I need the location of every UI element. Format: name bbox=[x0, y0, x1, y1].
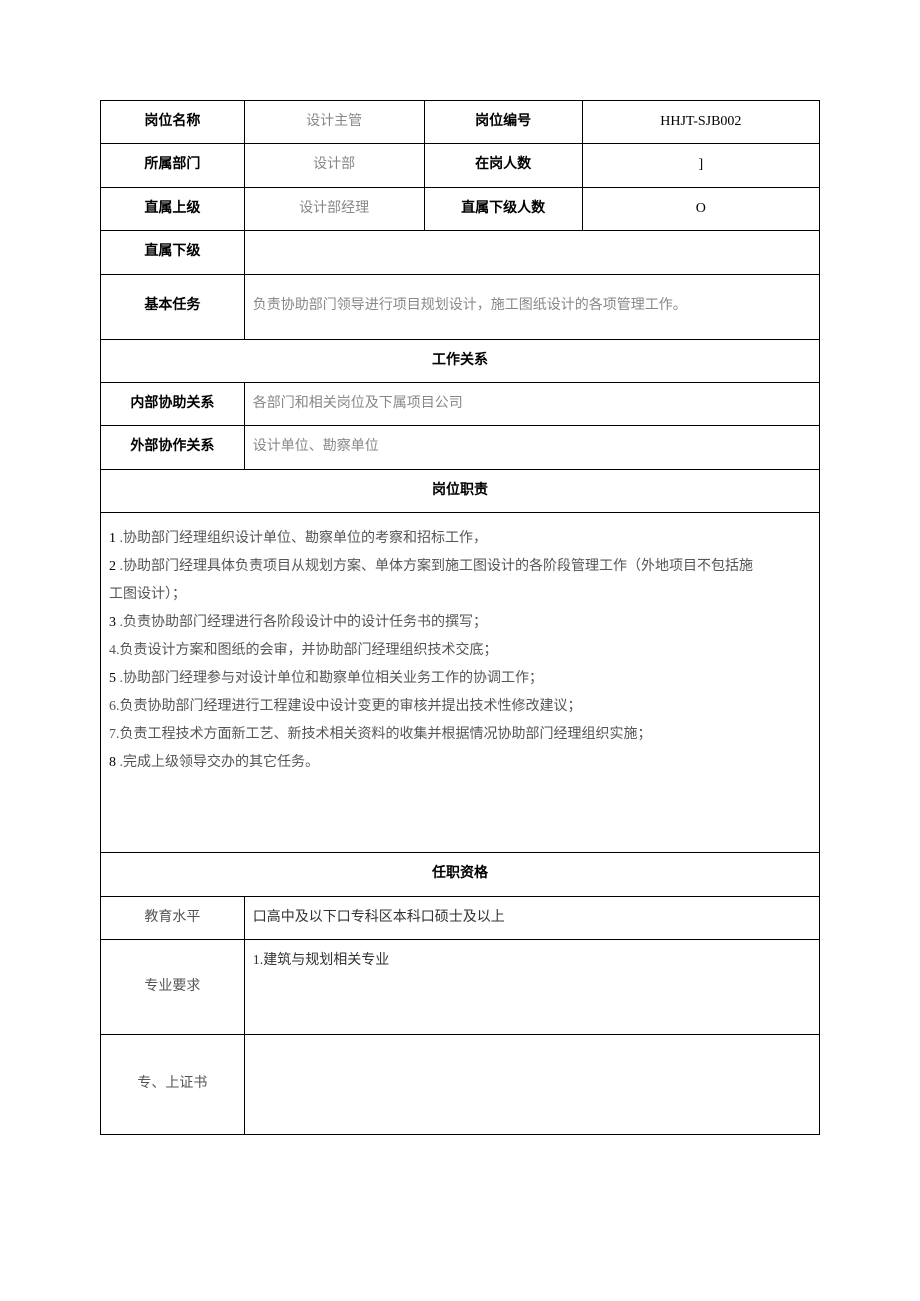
value-superior: 设计部经理 bbox=[244, 187, 424, 230]
value-certificate bbox=[244, 1034, 819, 1134]
duty-1-num: 1 bbox=[109, 531, 116, 546]
duty-2-num: 2 bbox=[109, 559, 116, 574]
label-subordinate: 直属下级 bbox=[101, 231, 245, 274]
duty-7-text: 7.负责工程技术方面新工艺、新技术相关资料的收集并根据情况协助部门经理组织实施； bbox=[109, 727, 652, 742]
label-basic-task: 基本任务 bbox=[101, 274, 245, 339]
label-work-relation: 工作关系 bbox=[101, 339, 820, 382]
duty-8-num: 8 bbox=[109, 755, 116, 770]
label-qualifications: 任职资格 bbox=[101, 853, 820, 896]
duty-5-num: 5 bbox=[109, 671, 116, 686]
job-description-table: 岗位名称 设计主管 岗位编号 HHJT-SJB002 所属部门 设计部 在岗人数… bbox=[100, 100, 820, 1135]
duties-content: 1 .协助部门经理组织设计单位、勘察单位的考察和招标工作， 2 .协助部门经理具… bbox=[101, 513, 820, 853]
value-major: 1.建筑与规划相关专业 bbox=[244, 939, 819, 1034]
value-internal-relation: 各部门和相关岗位及下属项目公司 bbox=[244, 382, 819, 425]
label-superior: 直属上级 bbox=[101, 187, 245, 230]
label-position-code: 岗位编号 bbox=[424, 101, 582, 144]
label-external-relation: 外部协作关系 bbox=[101, 426, 245, 469]
duty-5-text: .协助部门经理参与对设计单位和勘察单位相关业务工作的协调工作； bbox=[116, 671, 543, 686]
row-position-name: 岗位名称 设计主管 岗位编号 HHJT-SJB002 bbox=[101, 101, 820, 144]
value-external-relation: 设计单位、勘察单位 bbox=[244, 426, 819, 469]
row-qualifications-header: 任职资格 bbox=[101, 853, 820, 896]
duty-2-cont: 工图设计）； bbox=[109, 587, 186, 602]
value-subordinate bbox=[244, 231, 819, 274]
duty-2-text: .协助部门经理具体负责项目从规划方案、单体方案到施工图设计的各阶段管理工作（外地… bbox=[116, 559, 753, 574]
label-duties: 岗位职责 bbox=[101, 469, 820, 512]
value-basic-task: 负责协助部门领导进行项目规划设计，施工图纸设计的各项管理工作。 bbox=[244, 274, 819, 339]
row-work-relation-header: 工作关系 bbox=[101, 339, 820, 382]
row-subordinate: 直属下级 bbox=[101, 231, 820, 274]
duty-8-text: .完成上级领导交办的其它任务。 bbox=[116, 755, 319, 770]
label-internal-relation: 内部协助关系 bbox=[101, 382, 245, 425]
row-education: 教育水平 口高中及以下口专科区本科口硕士及以上 bbox=[101, 896, 820, 939]
duty-3-num: 3 bbox=[109, 615, 116, 630]
row-duties: 1 .协助部门经理组织设计单位、勘察单位的考察和招标工作， 2 .协助部门经理具… bbox=[101, 513, 820, 853]
duty-1-text: .协助部门经理组织设计单位、勘察单位的考察和招标工作， bbox=[116, 531, 487, 546]
duty-6-text: 6.负责协助部门经理进行工程建设中设计变更的审核并提出技术性修改建议； bbox=[109, 699, 582, 714]
value-department: 设计部 bbox=[244, 144, 424, 187]
row-superior: 直属上级 设计部经理 直属下级人数 O bbox=[101, 187, 820, 230]
row-external-relation: 外部协作关系 设计单位、勘察单位 bbox=[101, 426, 820, 469]
duty-4-text: 4.负责设计方案和图纸的会审，并协助部门经理组织技术交底； bbox=[109, 643, 498, 658]
row-department: 所属部门 设计部 在岗人数 ] bbox=[101, 144, 820, 187]
value-subordinate-count: O bbox=[582, 187, 819, 230]
label-major: 专业要求 bbox=[101, 939, 245, 1034]
row-basic-task: 基本任务 负责协助部门领导进行项目规划设计，施工图纸设计的各项管理工作。 bbox=[101, 274, 820, 339]
label-certificate: 专、上证书 bbox=[101, 1034, 245, 1134]
row-certificate: 专、上证书 bbox=[101, 1034, 820, 1134]
row-internal-relation: 内部协助关系 各部门和相关岗位及下属项目公司 bbox=[101, 382, 820, 425]
value-education: 口高中及以下口专科区本科口硕士及以上 bbox=[244, 896, 819, 939]
label-subordinate-count: 直属下级人数 bbox=[424, 187, 582, 230]
label-education: 教育水平 bbox=[101, 896, 245, 939]
row-major: 专业要求 1.建筑与规划相关专业 bbox=[101, 939, 820, 1034]
label-headcount: 在岗人数 bbox=[424, 144, 582, 187]
value-headcount: ] bbox=[582, 144, 819, 187]
label-department: 所属部门 bbox=[101, 144, 245, 187]
label-position-name: 岗位名称 bbox=[101, 101, 245, 144]
value-position-name: 设计主管 bbox=[244, 101, 424, 144]
value-position-code: HHJT-SJB002 bbox=[582, 101, 819, 144]
row-duties-header: 岗位职责 bbox=[101, 469, 820, 512]
duty-3-text: .负责协助部门经理进行各阶段设计中的设计任务书的撰写； bbox=[116, 615, 487, 630]
